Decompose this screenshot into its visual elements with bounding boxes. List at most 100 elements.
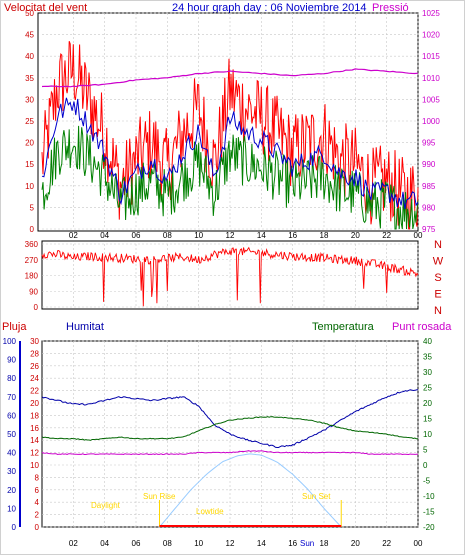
humidity-tick: 100 bbox=[3, 337, 17, 346]
pressure-label: Pressió bbox=[372, 2, 409, 14]
time-tick: 00 bbox=[414, 231, 423, 240]
pressure-tick: 1025 bbox=[422, 9, 440, 18]
temperature-axis: 40 35 30 25 20 15 10 5 0 -5 -10 -15 -20 bbox=[423, 337, 435, 532]
rain-tick: 22 bbox=[30, 387, 39, 396]
wind-speed-tick: 25 bbox=[25, 117, 34, 126]
time-tick: 16 bbox=[288, 539, 297, 548]
compass-label: E bbox=[434, 289, 441, 301]
sun-curve bbox=[159, 453, 342, 528]
dew-point-label: Punt rosada bbox=[392, 321, 452, 333]
wind-speed-tick: 30 bbox=[25, 95, 34, 104]
sunrise-annotation: Sun Rise bbox=[143, 492, 176, 501]
wind-series bbox=[41, 41, 419, 230]
time-tick: 02 bbox=[69, 539, 78, 548]
humidity-tick: 40 bbox=[7, 449, 16, 458]
humidity-tick: 30 bbox=[7, 467, 16, 476]
humidity-tick: 20 bbox=[7, 486, 16, 495]
pressure-tick: 985 bbox=[422, 182, 436, 191]
pressure-tick: 1020 bbox=[422, 31, 440, 40]
pressure-line bbox=[41, 68, 419, 88]
pressure-tick: 1005 bbox=[422, 95, 440, 104]
time-axis-bottom: 02 04 06 08 10 12 14 16 18 20 22 00 bbox=[69, 539, 423, 548]
pressure-tick: 980 bbox=[422, 203, 436, 212]
wind-speed-tick: 50 bbox=[25, 9, 34, 18]
humidity-tick: 50 bbox=[7, 430, 16, 439]
direction-grid bbox=[42, 243, 419, 308]
direction-tick: 360 bbox=[25, 240, 39, 249]
temperature-tick: 35 bbox=[423, 353, 432, 362]
wind-gust-line bbox=[41, 41, 419, 230]
wind-speed-tick: 0 bbox=[30, 225, 35, 234]
time-tick: 12 bbox=[226, 231, 235, 240]
direction-tick: 90 bbox=[29, 287, 38, 296]
humidity-tick: 10 bbox=[7, 504, 16, 513]
sun-axis-label: Sun bbox=[300, 539, 314, 548]
temperature-line bbox=[41, 416, 419, 441]
direction-tick: 270 bbox=[25, 256, 39, 265]
rain-tick: 14 bbox=[30, 436, 39, 445]
direction-axis: 360 270 180 90 0 bbox=[25, 240, 39, 312]
pressure-tick: 1010 bbox=[422, 74, 440, 83]
time-axis-top: 02 04 06 08 10 12 14 16 18 20 22 00 bbox=[69, 231, 423, 240]
time-tick: 08 bbox=[163, 539, 172, 548]
temperature-tick: 40 bbox=[423, 337, 432, 346]
time-tick: 04 bbox=[100, 539, 109, 548]
time-tick: 00 bbox=[414, 539, 423, 548]
compass-label: S bbox=[434, 272, 441, 284]
temperature-tick: -15 bbox=[423, 508, 435, 517]
rain-tick: 28 bbox=[30, 349, 39, 358]
time-tick: 02 bbox=[69, 231, 78, 240]
pressure-tick: 995 bbox=[422, 139, 436, 148]
time-tick: 18 bbox=[320, 231, 329, 240]
sun-annotations: Daylight Sun Rise Lowtide Sun Set Sun bbox=[91, 492, 331, 548]
humidity-tick: 60 bbox=[7, 411, 16, 420]
wind-speed-tick: 20 bbox=[25, 139, 34, 148]
lowtide-annotation: Lowtide bbox=[196, 507, 224, 516]
time-tick: 14 bbox=[257, 539, 266, 548]
pressure-tick: 1015 bbox=[422, 52, 440, 61]
temperature-tick: 25 bbox=[423, 384, 432, 393]
rain-tick: 0 bbox=[35, 523, 40, 532]
temperature-tick: -10 bbox=[423, 492, 435, 501]
temperature-tick: -5 bbox=[423, 477, 431, 486]
rain-tick: 24 bbox=[30, 374, 39, 383]
wind-speed-tick: 15 bbox=[25, 160, 34, 169]
rain-tick: 8 bbox=[35, 473, 40, 482]
rain-tick: 18 bbox=[30, 411, 39, 420]
dew-point-line bbox=[41, 450, 418, 456]
rain-tick: 30 bbox=[30, 337, 39, 346]
wind-average-line bbox=[41, 97, 419, 210]
wind-speed-tick: 40 bbox=[25, 52, 34, 61]
direction-series bbox=[41, 246, 419, 307]
rain-tick: 2 bbox=[35, 511, 40, 520]
time-tick: 16 bbox=[288, 231, 297, 240]
time-tick: 20 bbox=[351, 539, 360, 548]
temperature-tick: 5 bbox=[423, 446, 428, 455]
pressure-tick: 1000 bbox=[422, 117, 440, 126]
humidity-tick: 0 bbox=[12, 523, 17, 532]
temperature-tick: 10 bbox=[423, 430, 432, 439]
humidity-tick: 90 bbox=[7, 356, 16, 365]
time-tick: 22 bbox=[382, 539, 391, 548]
temperature-label: Temperatura bbox=[312, 321, 375, 333]
compass-label: N bbox=[434, 239, 442, 251]
compass-label: N bbox=[434, 305, 442, 317]
time-tick: 04 bbox=[100, 231, 109, 240]
rain-label: Pluja bbox=[2, 321, 27, 333]
time-tick: 18 bbox=[320, 539, 329, 548]
direction-tick: 180 bbox=[25, 272, 39, 281]
wind-speed-line bbox=[41, 125, 419, 230]
graph-title: 24 hour graph day : 06 Noviembre 2014 bbox=[172, 2, 366, 14]
time-tick: 06 bbox=[132, 231, 141, 240]
time-tick: 08 bbox=[163, 231, 172, 240]
pressure-tick: 990 bbox=[422, 160, 436, 169]
sunset-annotation: Sun Set bbox=[302, 492, 331, 501]
humidity-tick: 80 bbox=[7, 374, 16, 383]
pressure-axis: 1025 1020 1015 1010 1005 1000 995 990 985 980 975 bbox=[422, 9, 440, 234]
